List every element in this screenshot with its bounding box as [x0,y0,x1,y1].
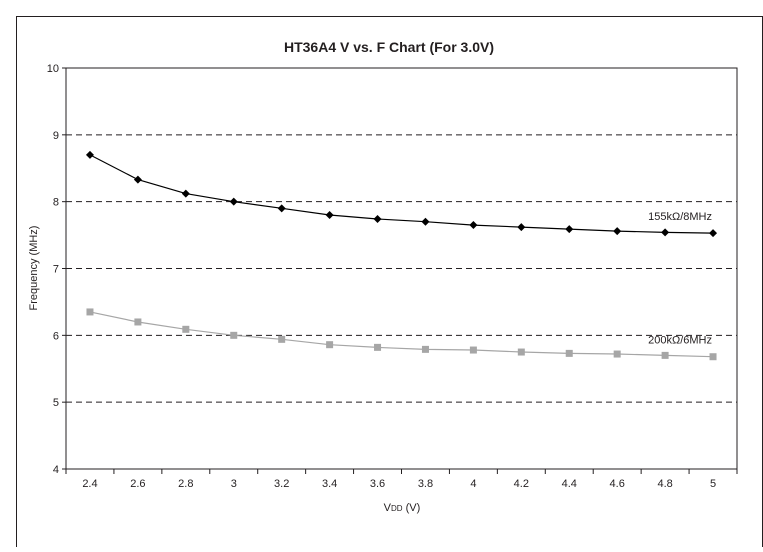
series-2-point [278,335,286,343]
axes-layer: 4 5 6 7 8 9 10 2.4 2.6 2.8 3 3.2 3.4 3.6 3.8 4 4.2 4.4 4.6… [47,63,738,490]
series-2-point [182,325,190,333]
series-1-point [565,225,574,234]
series-1-point [373,215,382,224]
x-axis-label-subscript: DD [391,504,403,513]
series-1-point [133,175,142,184]
x-tick-label: 2.4 [82,478,97,490]
series-line-1 [89,154,714,234]
series-line-2 [89,311,714,358]
series-2-point [565,349,573,357]
series-2-point [469,346,477,354]
x-tick-label: 2.6 [130,478,145,490]
series-2-point [709,353,717,361]
series-1-point [325,211,334,220]
x-tick-label: 5 [710,478,716,490]
x-tick-label: 4.4 [562,478,577,490]
x-tick-label: 2.8 [178,478,193,490]
series-1-point [229,197,238,206]
x-tick-label: 4.2 [514,478,529,490]
series-1-point [613,227,622,236]
x-axis-label: VDD (V) [384,502,421,514]
series-2-point [134,318,142,326]
x-tick-label: 4 [470,478,476,490]
y-tick-label: 4 [53,464,59,476]
y-tick-label: 8 [53,197,59,209]
chart-border [16,16,763,552]
x-tick-label: 3.4 [322,478,337,490]
x-tick-label: 3 [231,478,237,490]
x-tick-label: 3.2 [274,478,289,490]
y-axis-label: Frequency (MHz) [28,226,40,311]
y-tick-label: 9 [53,130,59,142]
series-2-point [613,350,621,358]
series-1-point [709,229,718,238]
x-tick-label: 4.6 [610,478,625,490]
series-1-point [661,228,670,237]
x-tick-label: 4.8 [657,478,672,490]
series-1-point [277,204,286,213]
label-layer: 155kΩ/8MHz 200kΩ/6MHz [648,211,712,347]
grid-layer [66,134,737,403]
series-label-2: 200kΩ/6MHz [648,335,712,347]
chart-title: HT36A4 V vs. F Chart (For 3.0V) [284,39,494,55]
series-1-point [469,221,478,230]
y-tick-label: 5 [53,397,59,409]
series-2-point [517,348,525,356]
y-tick-label: 6 [53,330,59,342]
series-2-point [421,345,429,353]
series-2-point [230,331,238,339]
series-2-point [661,351,669,359]
series-1-point [421,217,430,226]
series-label-1: 155kΩ/8MHz [648,211,712,223]
x-tick-label: 3.6 [370,478,385,490]
x-tick-label: 3.8 [418,478,433,490]
series-1-point [181,189,190,198]
series-1-point [517,223,526,232]
series-1-point [85,150,94,159]
y-tick-label: 7 [53,264,59,276]
y-tick-label: 10 [47,63,59,75]
series-2-point [326,341,334,349]
series-layer [85,150,718,361]
series-2-point [86,308,94,316]
series-2-point [374,343,382,351]
